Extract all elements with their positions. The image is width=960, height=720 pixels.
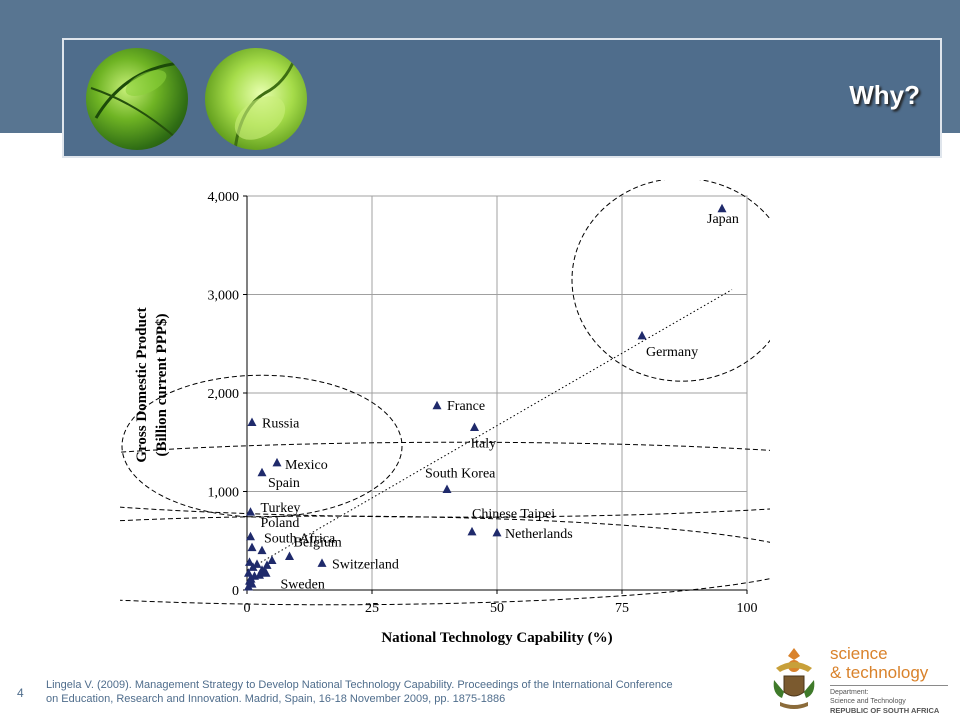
y-axis-title-line2: (Billion current PPP$) xyxy=(154,313,170,456)
data-point xyxy=(637,330,647,340)
data-point xyxy=(432,400,442,410)
logo-divider xyxy=(830,685,948,686)
data-point xyxy=(247,542,257,552)
y-axis-title-line1: Gross Domestic Product xyxy=(134,307,150,462)
cluster-ellipse xyxy=(571,180,770,382)
point-label: Sweden xyxy=(281,577,325,592)
point-label: Turkey xyxy=(261,501,301,516)
point-label: France xyxy=(447,399,485,414)
y-tick-label: 3,000 xyxy=(208,289,240,304)
data-point xyxy=(244,582,253,591)
leaf-image-1 xyxy=(86,48,188,150)
data-point xyxy=(317,558,327,567)
x-axis-title: National Technology Capability (%) xyxy=(381,630,612,646)
point-label: Netherlands xyxy=(505,527,573,542)
point-label: Japan xyxy=(707,212,739,227)
slide-number: 4 xyxy=(17,686,24,700)
data-point xyxy=(272,457,282,467)
data-point xyxy=(245,557,254,566)
data-point xyxy=(467,526,477,536)
data-point xyxy=(260,567,269,576)
logo-country: REPUBLIC OF SOUTH AFRICA xyxy=(830,706,940,715)
x-tick-label: 75 xyxy=(615,601,629,616)
y-tick-label: 2,000 xyxy=(208,387,240,402)
slide-header xyxy=(62,38,942,158)
logo-line-science: science xyxy=(830,644,888,663)
point-label: South Africa xyxy=(264,532,336,547)
point-label: Switzerland xyxy=(332,557,399,572)
point-label: Chinese Taipei xyxy=(472,507,555,522)
data-point xyxy=(262,560,272,569)
y-tick-label: 0 xyxy=(232,584,239,599)
data-point xyxy=(492,527,502,537)
x-tick-label: 50 xyxy=(490,601,504,616)
data-point xyxy=(267,555,277,564)
logo-department-label: Department: xyxy=(830,689,869,696)
cluster-ellipse xyxy=(121,374,403,518)
data-point xyxy=(717,203,727,213)
trendline xyxy=(246,289,733,571)
point-label: Mexico xyxy=(285,458,328,473)
data-point xyxy=(248,562,258,571)
data-point xyxy=(257,467,267,477)
slide-title: Why? xyxy=(849,80,920,110)
data-point xyxy=(257,545,267,555)
citation-text: Lingela V. (2009). Management Strategy t… xyxy=(46,679,673,705)
point-label: South Korea xyxy=(425,467,496,482)
point-label: Spain xyxy=(268,476,300,491)
cluster-ellipse xyxy=(120,441,770,518)
y-tick-label: 4,000 xyxy=(208,190,240,205)
point-label: Belgium xyxy=(294,536,342,551)
point-label: Poland xyxy=(261,516,300,531)
dst-logo: science & technology Department: Science… xyxy=(768,644,958,715)
data-point xyxy=(285,551,294,561)
y-tick-label: 1,000 xyxy=(208,486,240,501)
data-point xyxy=(244,568,253,577)
point-label: Italy xyxy=(471,436,497,451)
point-label: Russia xyxy=(262,417,300,432)
data-point xyxy=(246,507,255,516)
data-point xyxy=(246,531,255,541)
x-tick-label: 25 xyxy=(365,601,379,616)
x-tick-label: 100 xyxy=(737,601,758,616)
data-point xyxy=(470,422,479,431)
data-point xyxy=(252,559,262,568)
x-tick-label: 0 xyxy=(244,601,251,616)
data-point xyxy=(442,484,452,494)
point-label: Germany xyxy=(646,345,698,360)
logo-department-name: Science and Technology xyxy=(830,698,906,705)
coat-of-arms-icon xyxy=(773,648,815,709)
leaf-image-2 xyxy=(205,48,307,150)
logo-line-technology: & technology xyxy=(830,663,929,682)
data-point xyxy=(247,417,257,427)
scatter-chart: 0 1,000 2,000 3,000 4,000 0 25 50 75 100 Japan Germ… xyxy=(120,180,770,646)
data-point xyxy=(246,574,256,583)
